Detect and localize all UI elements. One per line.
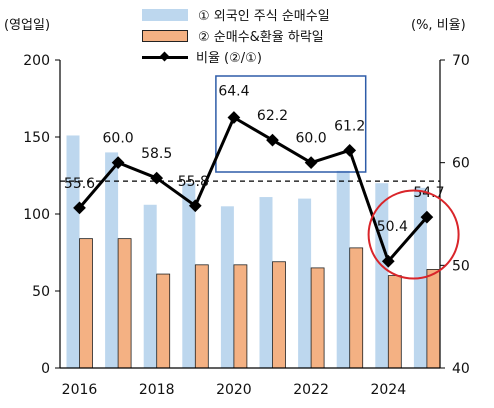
bar-net-buy-fx-down-2025: [426, 269, 441, 369]
legend-item-foreign-net-buy-days: ① 외국인 주식 순매수일: [142, 5, 330, 24]
left-tick-label-50: 50: [32, 284, 50, 300]
left-tick-label-100: 100: [23, 207, 50, 223]
legend-swatch-orange: [142, 29, 188, 42]
bar-net-buy-fx-down-2018: [156, 273, 171, 369]
right-tick-label-70: 70: [452, 53, 470, 69]
ratio-data-label-2023: 61.2: [334, 118, 365, 134]
ratio-data-label-2019: 55.8: [178, 174, 209, 190]
ratio-marker-2024: [381, 254, 395, 268]
ratio-data-label-2022: 60.0: [296, 131, 327, 147]
legend-swatch-blue: [142, 8, 188, 21]
legend-label-1: ① 외국인 주식 순매수일: [198, 9, 330, 24]
ratio-marker-2022: [304, 156, 318, 170]
x-tick-label-2018: 2018: [139, 382, 175, 398]
ratio-marker-2025: [420, 210, 434, 224]
ratio-data-label-2017: 60.0: [103, 131, 134, 147]
bar-foreign-net-buy-2017: [105, 152, 119, 368]
x-tick-label-2022: 2022: [293, 382, 329, 398]
legend-swatch-line: [142, 51, 188, 63]
legend-label-2: ② 순매수&환율 하락일: [198, 30, 324, 45]
bar-foreign-net-buy-2016: [66, 135, 80, 368]
ratio-marker-2016: [73, 201, 86, 215]
bar-net-buy-fx-down-2022: [310, 267, 325, 369]
ratio-marker-2019: [188, 199, 202, 213]
bar-foreign-net-buy-2024: [375, 183, 389, 368]
bar-foreign-net-buy-2018: [143, 204, 157, 368]
left-axis-unit: (영업일): [4, 18, 51, 33]
left-tick-label-0: 0: [41, 361, 50, 377]
right-tick-label-40: 40: [452, 361, 470, 377]
x-tick-label-2020: 2020: [216, 382, 252, 398]
bar-foreign-net-buy-2021: [259, 197, 273, 368]
ratio-data-label-2018: 58.5: [141, 146, 172, 162]
ratio-line: [78, 115, 429, 263]
ratio-marker-2023: [343, 143, 357, 157]
ratio-marker-2021: [266, 133, 279, 147]
right-tick-label-60: 60: [452, 156, 470, 172]
left-tick-label-150: 150: [23, 130, 50, 146]
x-tick-label-2024: 2024: [370, 382, 406, 398]
right-axis-unit: (%, 비율): [411, 18, 466, 33]
x-tick-label-2016: 2016: [62, 382, 98, 398]
bar-foreign-net-buy-2019: [182, 183, 196, 368]
bar-net-buy-fx-down-2023: [349, 247, 364, 369]
bar-net-buy-fx-down-2021: [272, 261, 286, 369]
bar-net-buy-fx-down-2017: [117, 238, 132, 369]
ratio-data-label-2020: 64.4: [218, 83, 249, 99]
right-tick-label-50: 50: [452, 258, 470, 274]
legend-item-ratio: 비율 (②/①): [142, 47, 262, 66]
ratio-marker-2018: [150, 171, 164, 185]
bar-net-buy-fx-down-2016: [79, 238, 93, 369]
bar-net-buy-fx-down-2024: [387, 275, 402, 369]
ratio-marker-2020: [227, 111, 241, 124]
left-tick-label-200: 200: [23, 53, 50, 69]
ratio-marker-2017: [111, 156, 125, 170]
legend-label-3: 비율 (②/①): [196, 51, 262, 66]
bar-net-buy-fx-down-2020: [233, 264, 248, 369]
highlight-box-2020-2023: [215, 75, 367, 173]
bar-foreign-net-buy-2022: [298, 198, 312, 368]
bar-foreign-net-buy-2023: [336, 170, 350, 368]
highlight-circle-2024-2025: [367, 189, 460, 280]
legend-item-net-buy-fx-down-days: ② 순매수&환율 하락일: [142, 26, 324, 45]
ratio-data-label-2024: 50.4: [377, 219, 408, 235]
bar-net-buy-fx-down-2019: [194, 264, 209, 369]
ratio-data-label-2021: 62.2: [257, 108, 288, 124]
bar-foreign-net-buy-2020: [220, 206, 234, 368]
ratio-data-label-2016: 55.6: [64, 176, 95, 192]
